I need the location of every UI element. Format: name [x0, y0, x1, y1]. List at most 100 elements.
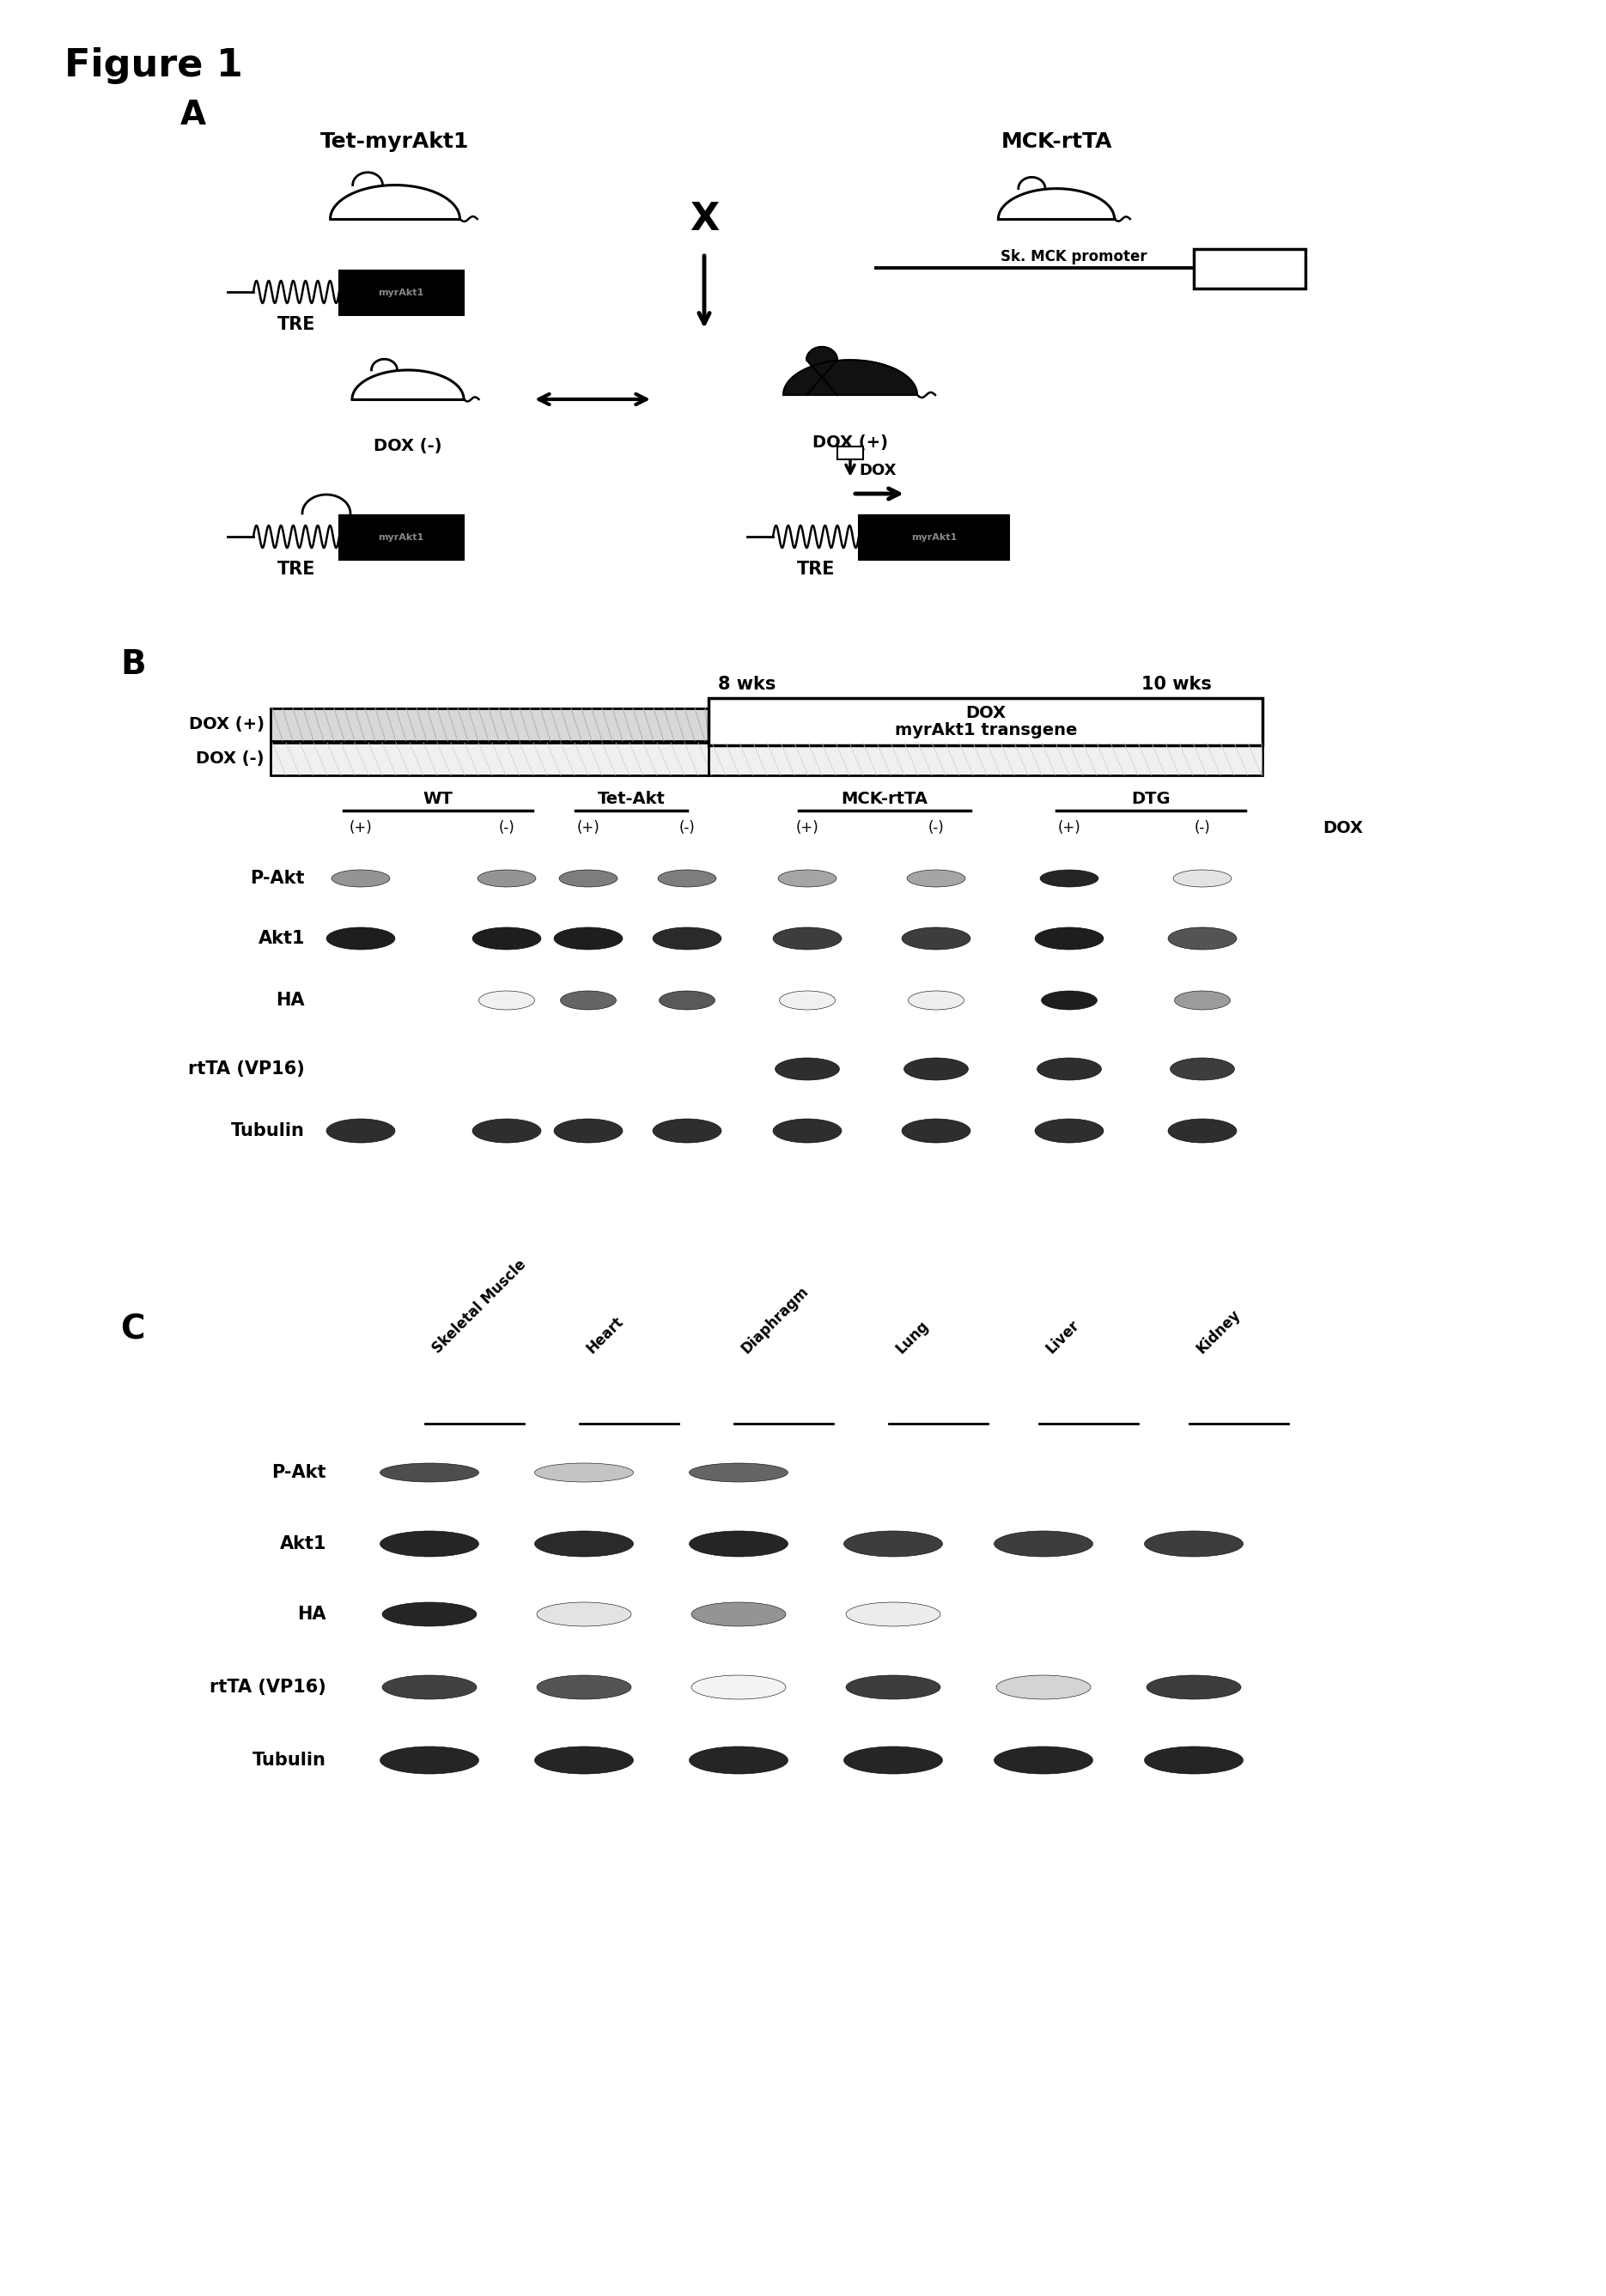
Ellipse shape — [846, 1603, 941, 1626]
Ellipse shape — [652, 928, 721, 951]
Ellipse shape — [535, 1463, 633, 1481]
Ellipse shape — [772, 928, 842, 951]
Ellipse shape — [559, 870, 617, 886]
Ellipse shape — [331, 870, 390, 886]
Text: Figure 1: Figure 1 — [64, 48, 243, 85]
Text: myrAkt1: myrAkt1 — [912, 533, 957, 542]
Ellipse shape — [652, 1118, 721, 1143]
Ellipse shape — [901, 928, 970, 951]
Ellipse shape — [1168, 928, 1237, 951]
Bar — [270, 742, 1262, 776]
Ellipse shape — [536, 1603, 631, 1626]
Text: DOX (+): DOX (+) — [190, 716, 265, 732]
Text: Heart: Heart — [585, 1313, 626, 1357]
Bar — [859, 514, 1009, 560]
Ellipse shape — [554, 1118, 623, 1143]
Text: X: X — [689, 200, 719, 236]
Bar — [708, 698, 1262, 746]
Ellipse shape — [689, 1747, 789, 1775]
Text: (-): (-) — [928, 820, 944, 836]
Text: DTG: DTG — [1131, 790, 1171, 806]
Bar — [837, 445, 862, 459]
Ellipse shape — [777, 870, 837, 886]
Text: Tet-myrAkt1: Tet-myrAkt1 — [321, 131, 469, 152]
Text: Tubulin: Tubulin — [252, 1752, 326, 1768]
Ellipse shape — [1034, 1118, 1103, 1143]
Text: Skeletal Muscle: Skeletal Muscle — [429, 1256, 530, 1357]
Ellipse shape — [994, 1531, 1092, 1557]
Text: DOX (-): DOX (-) — [196, 751, 265, 767]
Text: Kidney: Kidney — [1193, 1306, 1243, 1357]
Text: (+): (+) — [797, 820, 819, 836]
Text: rtTA (VP16): rtTA (VP16) — [188, 1061, 305, 1077]
Text: DOX: DOX — [1323, 820, 1363, 836]
Ellipse shape — [535, 1747, 633, 1775]
Ellipse shape — [843, 1747, 943, 1775]
Text: 8 wks: 8 wks — [718, 675, 776, 693]
Ellipse shape — [326, 1118, 395, 1143]
Ellipse shape — [554, 928, 623, 951]
Text: TRE: TRE — [278, 317, 315, 333]
Text: A: A — [180, 99, 206, 131]
Polygon shape — [784, 360, 917, 395]
Ellipse shape — [689, 1463, 789, 1481]
Text: P-Akt: P-Akt — [271, 1465, 326, 1481]
Bar — [339, 271, 464, 315]
Text: MCK-rtTA: MCK-rtTA — [842, 790, 928, 806]
Text: DOX: DOX — [859, 464, 896, 478]
Text: (-): (-) — [498, 820, 516, 836]
Polygon shape — [806, 347, 837, 395]
Text: (-): (-) — [1195, 820, 1211, 836]
Text: Lung: Lung — [893, 1318, 931, 1357]
Text: rtTA (VP16): rtTA (VP16) — [210, 1678, 326, 1697]
Ellipse shape — [1168, 1118, 1237, 1143]
Text: (+): (+) — [577, 820, 599, 836]
Ellipse shape — [776, 1058, 840, 1079]
Text: Akt1: Akt1 — [259, 930, 305, 946]
Text: TRE: TRE — [278, 560, 315, 579]
Ellipse shape — [382, 1603, 477, 1626]
Text: WT: WT — [422, 790, 453, 806]
Text: DOX (+): DOX (+) — [813, 434, 888, 450]
Text: Sk. MCK promoter: Sk. MCK promoter — [1001, 248, 1147, 264]
Ellipse shape — [1041, 992, 1097, 1010]
Text: MCK-rtTA: MCK-rtTA — [1001, 131, 1111, 152]
Ellipse shape — [1145, 1747, 1243, 1775]
Text: TRE: TRE — [797, 560, 835, 579]
Ellipse shape — [535, 1531, 633, 1557]
Text: Akt1: Akt1 — [279, 1536, 326, 1552]
Ellipse shape — [689, 1531, 789, 1557]
Bar — [270, 709, 708, 742]
Text: C: C — [120, 1313, 145, 1345]
Ellipse shape — [658, 992, 715, 1010]
Text: Liver: Liver — [1044, 1318, 1082, 1357]
Ellipse shape — [472, 928, 541, 951]
Text: myrAkt1: myrAkt1 — [377, 533, 424, 542]
Ellipse shape — [691, 1676, 785, 1699]
Ellipse shape — [1174, 992, 1230, 1010]
Ellipse shape — [1171, 1058, 1235, 1079]
Ellipse shape — [901, 1118, 970, 1143]
Ellipse shape — [658, 870, 716, 886]
Text: (+): (+) — [1058, 820, 1081, 836]
Text: DOX: DOX — [965, 705, 1005, 721]
Text: rtTA: rtTA — [1229, 259, 1270, 278]
Polygon shape — [859, 528, 885, 544]
Text: P-Akt: P-Akt — [251, 870, 305, 886]
Ellipse shape — [382, 1676, 477, 1699]
Ellipse shape — [843, 1531, 943, 1557]
Ellipse shape — [772, 1118, 842, 1143]
Bar — [1193, 248, 1306, 289]
Ellipse shape — [909, 992, 964, 1010]
Ellipse shape — [1172, 870, 1232, 886]
Ellipse shape — [996, 1676, 1090, 1699]
Text: myrAkt1 transgene: myrAkt1 transgene — [895, 721, 1078, 737]
Ellipse shape — [1034, 928, 1103, 951]
Text: (-): (-) — [679, 820, 695, 836]
Ellipse shape — [560, 992, 617, 1010]
Ellipse shape — [1147, 1676, 1241, 1699]
Ellipse shape — [846, 1676, 941, 1699]
Text: Tubulin: Tubulin — [231, 1123, 305, 1139]
Ellipse shape — [326, 928, 395, 951]
Ellipse shape — [381, 1463, 479, 1481]
